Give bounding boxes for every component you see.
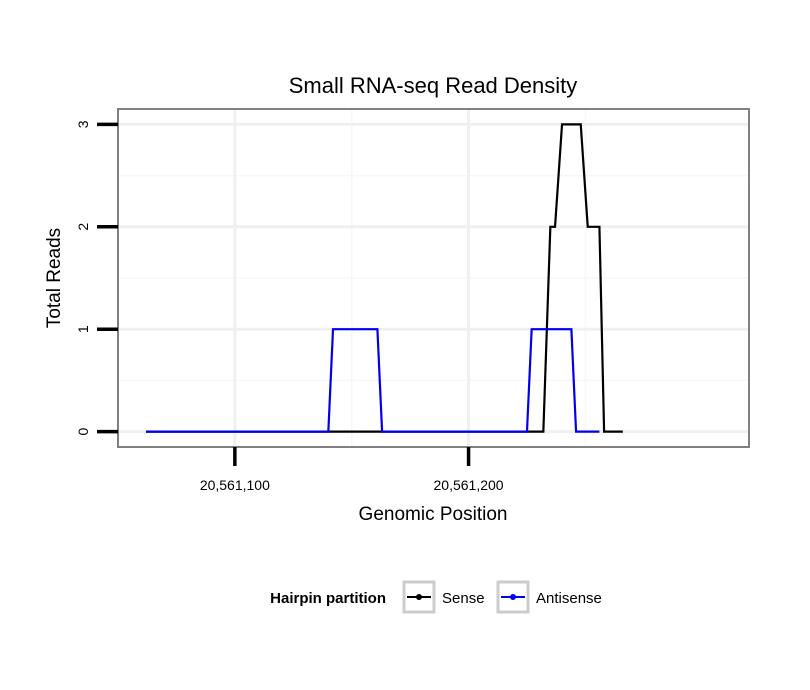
legend: Hairpin partition Sense Antisense (270, 580, 602, 614)
x-tick-label-0: 20,561,100 (200, 477, 270, 493)
y-tick-label-0: 0 (75, 428, 91, 436)
legend-label-sense: Sense (442, 590, 485, 607)
series-layer (146, 123, 623, 433)
chart-title: Small RNA-seq Read Density (289, 73, 578, 98)
legend-item-sense: Sense (402, 580, 485, 614)
x-axis-label: Genomic Position (359, 504, 508, 525)
legend-item-antisense: Antisense (496, 580, 602, 614)
legend-point-sense (416, 594, 422, 600)
y-tick-label-1: 1 (75, 325, 91, 333)
y-axis: 0 1 2 3 (75, 120, 118, 436)
y-tick-label-2: 2 (75, 223, 91, 231)
y-axis-label: Total Reads (44, 228, 65, 328)
series-line-antisense (146, 328, 600, 433)
legend-label-antisense: Antisense (536, 590, 602, 607)
legend-point-antisense (510, 594, 516, 600)
x-tick-label-1: 20,561,200 (434, 477, 504, 493)
legend-title: Hairpin partition (270, 590, 386, 607)
plot-area (117, 108, 750, 448)
x-axis: 20,561,100 20,561,200 (200, 447, 504, 493)
plot-border (117, 108, 750, 448)
y-tick-label-3: 3 (75, 120, 91, 128)
